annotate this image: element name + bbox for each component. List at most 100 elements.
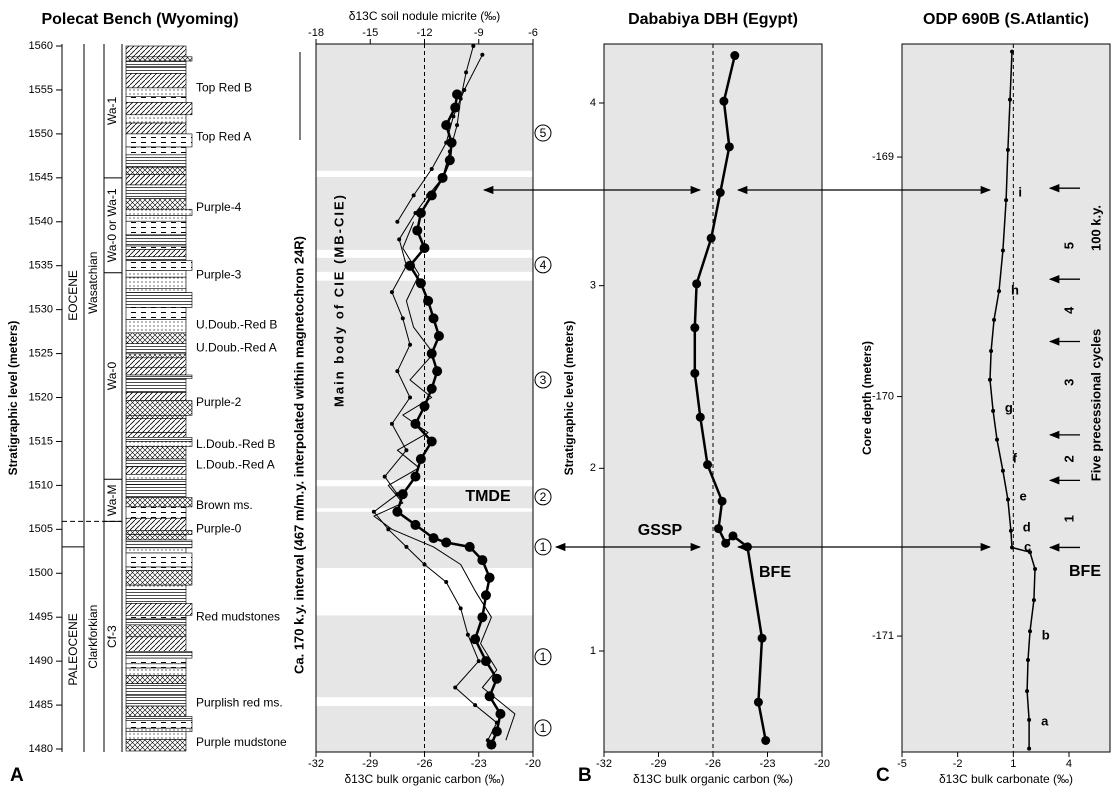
data-point (715, 188, 725, 198)
lithology-layer (125, 146, 187, 156)
unit-label: Top Red B (196, 80, 252, 94)
lithology-layer (125, 166, 187, 176)
data-point (692, 279, 702, 289)
lithology-layer (125, 198, 187, 210)
data-point (480, 656, 491, 667)
y-axis-label: Stratigraphic level (meters) (562, 321, 576, 476)
data-point (453, 685, 458, 690)
zone-label: Cf-3 (105, 625, 119, 648)
data-point (706, 233, 716, 243)
data-point (757, 633, 767, 643)
lithology-layer (125, 624, 187, 638)
zone-label: Wa-0 (105, 362, 119, 391)
data-point (477, 555, 488, 566)
zone-marker (534, 538, 552, 556)
unit-label: U.Doub.-Red A (196, 340, 277, 354)
data-point (997, 289, 1002, 294)
lithology-layer (125, 584, 187, 590)
y-tick-label: 1540 (29, 216, 53, 228)
data-point (397, 237, 402, 242)
unit-label: Purple-0 (196, 521, 242, 535)
data-point (426, 436, 437, 447)
data-point (484, 691, 495, 702)
data-point (761, 735, 771, 745)
panel-title: Polecat Bench (Wyoming) (41, 11, 238, 28)
unit-label: U.Doub.-Red B (196, 318, 277, 332)
y-tick-label: -169 (872, 151, 894, 163)
plot-background (902, 44, 1110, 752)
unit-label: Purple-2 (196, 395, 242, 409)
data-point (444, 155, 455, 166)
lithology-layer (125, 414, 187, 419)
data-point (410, 519, 421, 530)
lithology-layer (125, 566, 193, 571)
unit-label: Purple-4 (196, 200, 242, 214)
data-point (404, 263, 409, 268)
lithology-layer (125, 260, 193, 271)
lithology-layer (125, 357, 187, 368)
y-tick-label: 1530 (29, 304, 53, 316)
data-point (386, 527, 391, 532)
data-point (1005, 147, 1010, 152)
lithology-layer (125, 636, 187, 652)
lithology-layer (125, 392, 187, 401)
y-axis-label: Core depth (meters) (860, 341, 874, 455)
data-point (433, 331, 444, 342)
lithology-layer (125, 249, 187, 258)
zone-marker-label: 1 (540, 721, 547, 735)
data-point (1031, 598, 1036, 603)
data-point (1007, 97, 1012, 102)
lithology-layer (125, 432, 187, 438)
x-tick-label: 4 (1066, 758, 1072, 770)
annotation: Ca. 170 k.y. interval (467 m/m.y. interp… (291, 236, 306, 674)
data-point (491, 726, 502, 737)
lithology-layer (125, 446, 187, 460)
panel-title: Dababiya DBH (Egypt) (628, 11, 798, 28)
data-point (415, 454, 426, 465)
lithology-layer (125, 45, 187, 58)
lithology-layer (125, 288, 187, 293)
lithology-layer (125, 506, 187, 519)
data-point (991, 408, 996, 413)
cycle-label: 5 (1061, 242, 1076, 249)
data-point (429, 167, 434, 172)
data-point (470, 634, 481, 645)
correlation-arrows (482, 185, 992, 552)
lithology-layer (125, 276, 187, 289)
data-point (462, 87, 467, 92)
epoch-label: PALEOCENE (66, 613, 80, 685)
y-tick-label: 1480 (29, 743, 53, 755)
age-label: Wasatchian (86, 252, 100, 314)
panel-title: ODP 690B (S.Atlantic) (923, 11, 1089, 28)
lithology-layer (125, 215, 187, 222)
point-letter: b (1042, 628, 1050, 643)
data-point (408, 395, 413, 400)
point-letter: e (1020, 489, 1027, 504)
point-letter: a (1041, 714, 1049, 729)
data-point (989, 349, 994, 354)
data-point (441, 120, 452, 131)
unit-label: Purple mudstone (196, 735, 287, 749)
age-label: Clarkforkian (86, 605, 100, 669)
unit-label: Top Red A (196, 130, 251, 144)
lithology-layer (125, 484, 187, 498)
y-tick-label: 1560 (29, 40, 53, 52)
lithology-layer (125, 534, 187, 541)
data-point (1004, 198, 1009, 203)
data-point (444, 140, 449, 145)
data-point (441, 537, 452, 548)
annotation: 100 k.y. (1088, 205, 1103, 251)
data-point (426, 190, 437, 201)
y-tick-label: -171 (872, 630, 894, 642)
lithology-layer (125, 96, 187, 103)
y-tick-label: 1555 (29, 84, 53, 96)
x2-axis-label: δ13C soil nodule micrite (‰) (349, 9, 500, 23)
zone-marker (534, 256, 552, 274)
unit-label: Red mudstones (196, 609, 280, 623)
x-tick-label: -20 (814, 758, 830, 770)
lithology-layer (125, 56, 193, 62)
unit-label: Brown ms. (196, 498, 253, 512)
x2-tick-label: -18 (308, 27, 324, 39)
data-point (428, 313, 439, 324)
data-point (404, 544, 409, 549)
